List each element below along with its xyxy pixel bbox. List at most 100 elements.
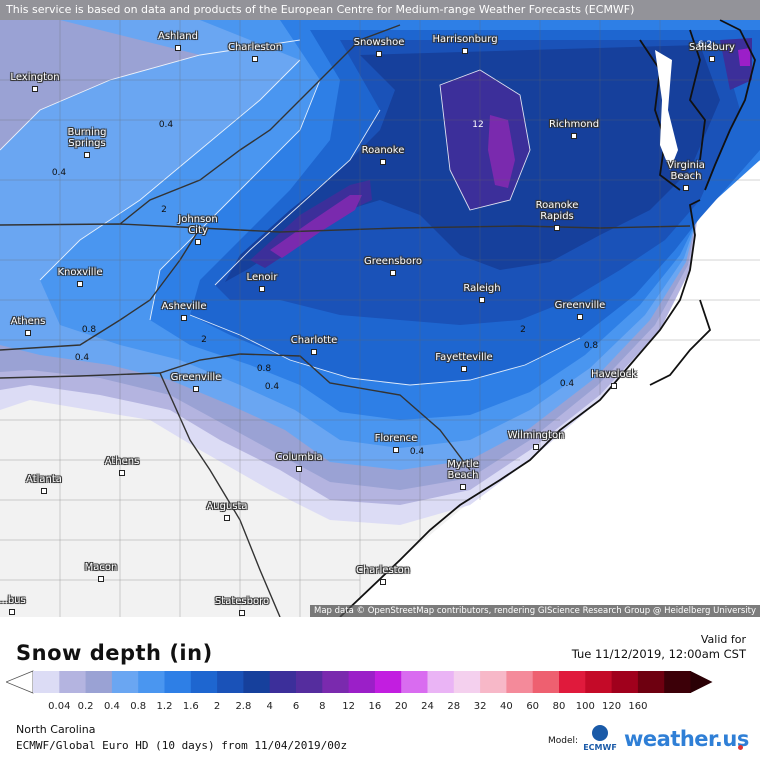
scale-tick-label: 24 [421, 701, 434, 712]
contour-label: 0.4 [74, 353, 90, 363]
scale-swatch [401, 671, 428, 693]
scale-swatch [59, 671, 87, 693]
snow-depth-map[interactable]: This service is based on data and produc… [0, 0, 760, 617]
scale-swatch [637, 671, 665, 693]
map-attribution[interactable]: Map data © OpenStreetMap contributors, r… [310, 605, 760, 617]
scale-tick-label: 100 [575, 701, 595, 712]
ecmwf-logo-text: ECMWF [583, 743, 617, 752]
city-marker-icon [175, 45, 181, 51]
city-label: Salisbury [689, 42, 735, 53]
city-marker-icon [460, 484, 466, 490]
city-marker-icon [41, 488, 47, 494]
scale-tick-label: 120 [602, 701, 622, 712]
scale-tick-label: 0.04 [48, 701, 71, 712]
city-marker-icon [709, 56, 715, 62]
city-label: Fayetteville [435, 352, 493, 363]
scale-swatch [532, 671, 560, 693]
city-label: Johnson City [178, 214, 218, 236]
city-label: Myrtle Beach [447, 459, 479, 481]
contour-label: 12 [472, 120, 484, 130]
snow-band-8-east [488, 115, 515, 188]
city-label: Roanoke Rapids [535, 200, 579, 222]
city-label: Snowshoe [353, 37, 405, 48]
city-label: Augusta [206, 501, 248, 512]
chesapeake-bay [655, 50, 678, 170]
legend-title: Snow depth (in) [16, 641, 213, 665]
color-scale-bar [6, 670, 713, 694]
contour-label: 0.4 [264, 382, 280, 392]
scale-swatch [585, 671, 613, 693]
city-marker-icon [533, 444, 539, 450]
city-marker-icon [119, 470, 125, 476]
scale-tick-label: 28 [447, 701, 461, 712]
region-name: North Carolina [16, 723, 96, 736]
contour-label: 2 [161, 205, 167, 215]
city-marker-icon [479, 297, 485, 303]
city-label: Macon [84, 562, 118, 573]
contour-label: 2 [520, 325, 526, 335]
city-label: Roanoke [361, 145, 405, 156]
city-marker-icon [611, 383, 617, 389]
valid-label: Valid for [700, 633, 746, 646]
city-label: Asheville [161, 301, 207, 312]
city-marker-icon [577, 314, 583, 320]
city-label: Greenville [554, 300, 606, 311]
scale-swatch [217, 671, 244, 693]
contour-label: 6.2 [697, 40, 713, 50]
city-label: Columbia [275, 452, 323, 463]
city-label: Greenville [170, 372, 222, 383]
contour-label: 0.4 [409, 447, 425, 457]
city-marker-icon [461, 366, 467, 372]
ecmwf-globe-icon [592, 725, 608, 741]
scale-swatch [480, 671, 507, 693]
scale-swatch [559, 671, 586, 693]
weather-us-logo[interactable]: weather.us [624, 727, 749, 751]
scale-min-arrow [6, 670, 34, 694]
ocean [340, 160, 760, 617]
scale-tick-label: 32 [473, 701, 487, 712]
ecmwf-notice: This service is based on data and produc… [0, 0, 760, 20]
city-label: Charleston [355, 565, 411, 576]
city-label: Lenoir [246, 272, 278, 283]
scale-tick-label: 2 [213, 701, 221, 712]
ecmwf-logo: ECMWF [580, 725, 620, 755]
scale-tick-label: 40 [500, 701, 513, 712]
scale-max-arrow [690, 671, 713, 693]
scale-swatch [190, 671, 218, 693]
city-label: Knoxville [57, 267, 103, 278]
city-label: Burning Springs [67, 127, 107, 149]
scale-swatch [611, 671, 639, 693]
city-marker-icon [376, 51, 382, 57]
city-marker-icon [32, 86, 38, 92]
scale-tick-label: 60 [526, 701, 540, 712]
contour-label: 0.4 [51, 168, 67, 178]
city-marker-icon [239, 610, 245, 616]
scale-tick-label: 0.2 [77, 701, 94, 712]
city-label: Atlanta [26, 474, 62, 485]
brand-dot-icon [738, 745, 743, 750]
scale-swatch [453, 671, 481, 693]
snow-band-12-north [738, 48, 750, 66]
city-marker-icon [380, 579, 386, 585]
scale-tick-label: 12 [342, 701, 355, 712]
city-marker-icon [683, 185, 689, 191]
city-label: Harrisonburg [432, 34, 498, 45]
city-marker-icon [84, 152, 90, 158]
scale-swatch [243, 671, 271, 693]
city-label: Virginia Beach [667, 160, 705, 182]
city-marker-icon [252, 56, 258, 62]
city-marker-icon [554, 225, 560, 231]
city-marker-icon [311, 349, 317, 355]
scale-tick-label: 160 [628, 701, 648, 712]
city-marker-icon [571, 133, 577, 139]
scale-swatch [138, 671, 165, 693]
contour-label: 0.4 [158, 120, 174, 130]
scale-swatch [33, 671, 60, 693]
city-label: Ashland [158, 31, 198, 42]
city-label: Charlotte [290, 335, 338, 346]
scale-swatch [296, 671, 323, 693]
city-label: Statesboro [214, 596, 270, 607]
scale-swatch [322, 671, 350, 693]
contour-label: 0.8 [583, 341, 599, 351]
city-label: Havelock [591, 369, 637, 380]
